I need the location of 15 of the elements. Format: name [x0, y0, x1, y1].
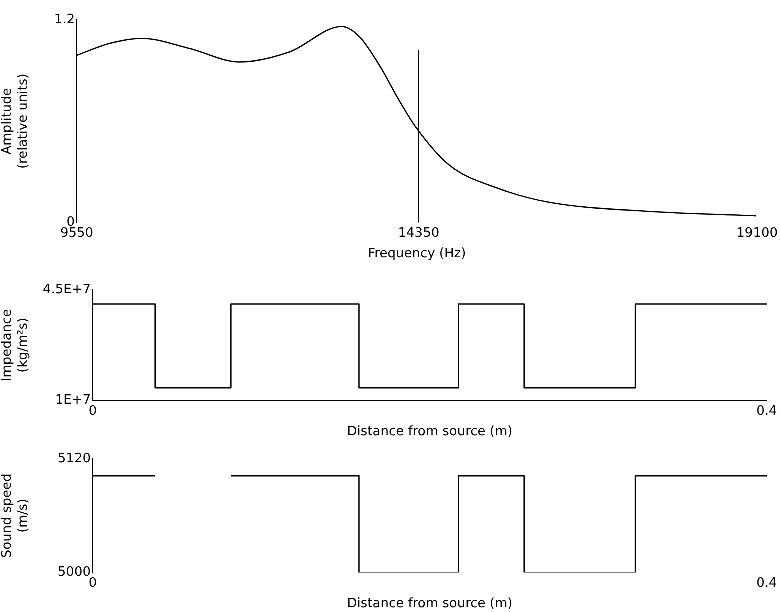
y-tick-label: 5120 — [58, 451, 91, 466]
x-axis-title: Distance from source (m) — [347, 596, 513, 612]
y-axis-title: Amplitude (relative units) — [0, 74, 31, 170]
x-axis-title: Distance from source (m) — [347, 424, 513, 440]
y-axis-title: Sound speed (m/s) — [0, 474, 31, 558]
x-tick-label: 14350 — [398, 226, 440, 241]
x-axis-title: Frequency (Hz) — [368, 246, 466, 262]
x-tick-label: 0.4 — [756, 576, 778, 591]
y-tick-label: 5000 — [58, 565, 91, 580]
x-tick-label: 0.4 — [756, 404, 778, 419]
y-tick-label: 4.5E+7 — [42, 282, 91, 298]
y-axis-title: Impedance (kg/m²s) — [0, 309, 31, 382]
y-tick-label: 1.2 — [54, 12, 75, 28]
y-tick-label: 1E+7 — [55, 393, 91, 408]
x-tick-label: 19100 — [736, 226, 778, 241]
